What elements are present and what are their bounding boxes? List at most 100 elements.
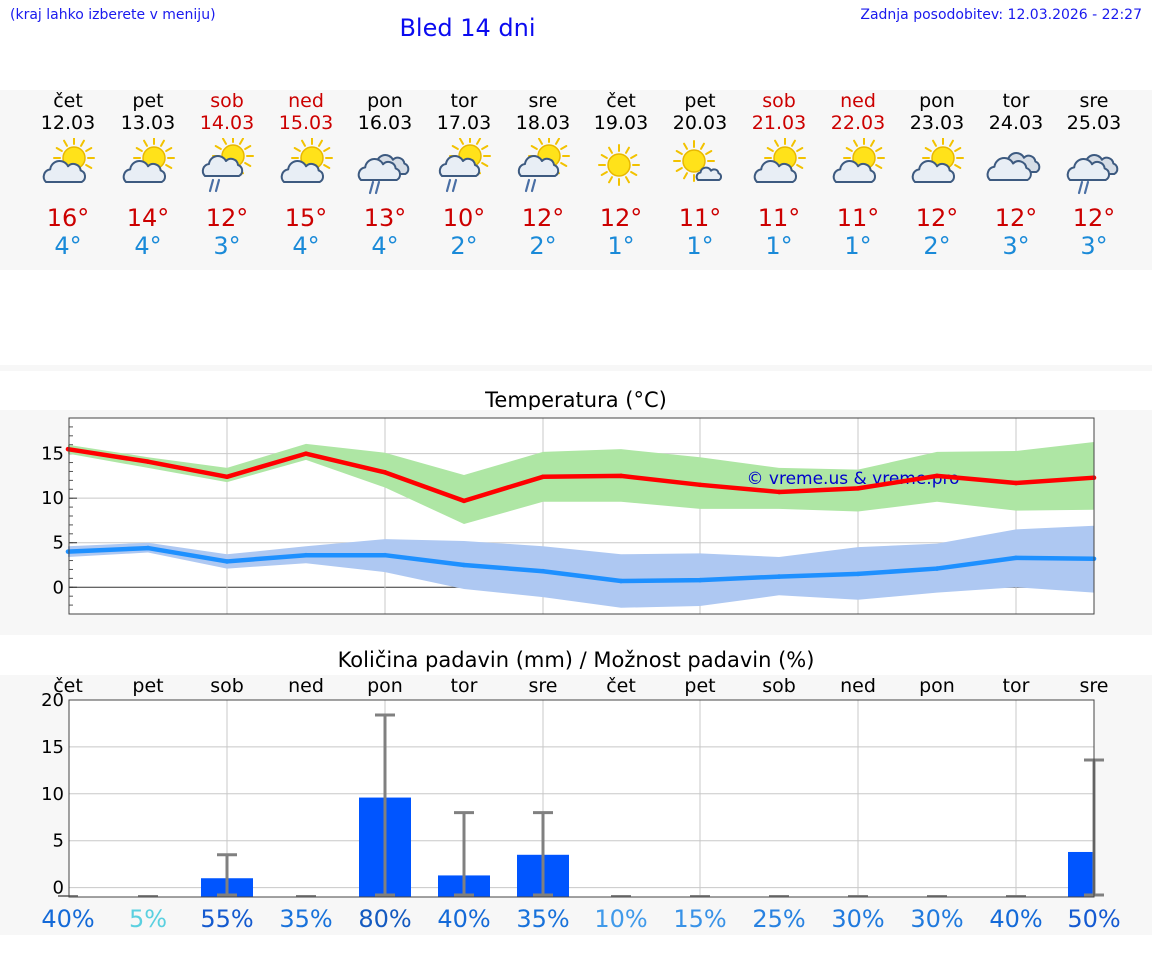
max-temperature: 15° — [284, 204, 328, 232]
min-temperature: 4° — [134, 232, 162, 260]
sun-small-cloud-icon — [673, 140, 723, 182]
min-temperature-point — [855, 571, 861, 577]
min-temperature: 3° — [1002, 232, 1030, 260]
plot-frame — [68, 699, 1095, 898]
min-temperature: 3° — [213, 232, 241, 260]
day-column: sre 18.03 12° 2° — [503, 90, 583, 260]
precipitation-probability: 10% — [594, 905, 647, 933]
partly-cloudy-icon — [753, 138, 806, 183]
day-column: tor 24.03 12° 3° — [976, 90, 1056, 260]
watermark: © vreme.us & vreme.pro — [746, 469, 959, 489]
day-date: 22.03 — [830, 112, 886, 134]
precipitation-probability: 40% — [41, 905, 94, 933]
day-column: sob 14.03 12° 3° — [187, 90, 267, 260]
min-temperature-point — [1013, 555, 1019, 561]
x-day-label: pon — [919, 675, 955, 697]
min-temperature-point — [461, 562, 467, 568]
max-temperature: 16° — [46, 204, 90, 232]
partly-cloudy-icon — [280, 138, 333, 183]
x-day-label: sob — [762, 675, 796, 697]
y-tick-label: 20 — [41, 690, 64, 711]
location-hint[interactable]: (kraj lahko izberete v meniju) — [10, 7, 216, 23]
min-temperature-point — [65, 549, 71, 554]
day-column: čet 12.03 16° 4° — [28, 90, 108, 260]
x-day-label: tor — [1003, 675, 1030, 697]
day-date: 13.03 — [120, 112, 176, 134]
precipitation-probability: 5% — [129, 905, 167, 933]
min-temperature: 4° — [371, 232, 399, 260]
day-column: pet 13.03 14° 4° — [108, 90, 188, 260]
max-temperature-range — [68, 442, 1094, 525]
day-name: tor — [450, 90, 478, 112]
page-title: Bled 14 dni — [399, 14, 536, 42]
day-name: tor — [1002, 90, 1030, 112]
min-temperature-line — [67, 545, 1095, 584]
max-temperature: 12° — [915, 204, 959, 232]
day-date: 18.03 — [515, 112, 571, 134]
x-day-label: tor — [451, 675, 478, 697]
min-temperature: 1° — [686, 232, 714, 260]
day-name: pet — [132, 90, 164, 112]
x-day-label: čet — [606, 675, 636, 697]
day-column: sob 21.03 11° 1° — [739, 90, 819, 260]
day-column: sre 25.03 12° 3° — [1054, 90, 1134, 260]
day-date: 17.03 — [436, 112, 492, 134]
day-column: ned 15.03 15° 4° — [266, 90, 346, 260]
sun-icon — [598, 144, 640, 186]
x-day-label: pon — [367, 675, 403, 697]
max-temperature: 13° — [363, 204, 407, 232]
plot-area — [69, 700, 1094, 897]
min-temperature: 3° — [1080, 232, 1108, 260]
x-day-label: pet — [132, 675, 163, 697]
min-temperature-point — [540, 568, 546, 574]
sun-shower-icon — [438, 138, 491, 193]
day-name: sre — [1079, 90, 1109, 112]
day-column: ned 22.03 11° 1° — [818, 90, 898, 260]
y-tick-label: 0 — [53, 577, 64, 598]
min-temperature-point — [934, 566, 940, 571]
precipitation-probability: 55% — [200, 905, 253, 933]
day-name: sre — [528, 90, 558, 112]
min-temperature: 4° — [292, 232, 320, 260]
max-temperature: 10° — [442, 204, 486, 232]
day-date: 14.03 — [199, 112, 255, 134]
x-day-label: sob — [210, 675, 244, 697]
precipitation-probability: 25% — [752, 905, 805, 933]
max-temperature: 11° — [678, 204, 722, 232]
temperature-chart-title: Temperatura (°C) — [485, 388, 667, 412]
day-date: 20.03 — [672, 112, 728, 134]
cloudy-icon — [986, 152, 1041, 181]
precipitation-probability: 40% — [989, 905, 1042, 933]
day-column: tor 17.03 10° 2° — [424, 90, 504, 260]
max-temperature: 12° — [994, 204, 1038, 232]
partly-cloudy-icon — [42, 138, 95, 183]
max-temperature-point — [776, 489, 782, 495]
min-temperature-range — [68, 525, 1094, 608]
min-temperature-point — [776, 574, 782, 579]
min-temperature: 2° — [529, 232, 557, 260]
y-tick-label: 15 — [41, 737, 64, 758]
min-temperature-point — [382, 552, 388, 558]
max-temperature-point — [540, 474, 546, 480]
cloud-rain-icon — [357, 154, 410, 195]
divider — [0, 365, 1152, 371]
day-name: čet — [606, 90, 636, 112]
max-temperature-point — [1013, 480, 1019, 486]
precipitation-probability: 35% — [516, 905, 569, 933]
max-temperature: 11° — [757, 204, 801, 232]
min-temperature: 1° — [844, 232, 872, 260]
partly-cloudy-icon — [832, 138, 885, 183]
sun-shower-icon — [517, 138, 570, 193]
day-column: pon 23.03 12° 2° — [897, 90, 977, 260]
x-day-label: pet — [684, 675, 715, 697]
day-name: čet — [53, 90, 83, 112]
day-date: 24.03 — [988, 112, 1044, 134]
max-temperature-point — [461, 498, 467, 504]
x-day-label: ned — [840, 675, 876, 697]
precipitation-probability: 35% — [279, 905, 332, 933]
max-temperature: 12° — [1072, 204, 1116, 232]
cloud-rain-icon — [1066, 154, 1119, 195]
max-temperature-point — [382, 470, 388, 475]
precipitation-probability: 30% — [831, 905, 884, 933]
